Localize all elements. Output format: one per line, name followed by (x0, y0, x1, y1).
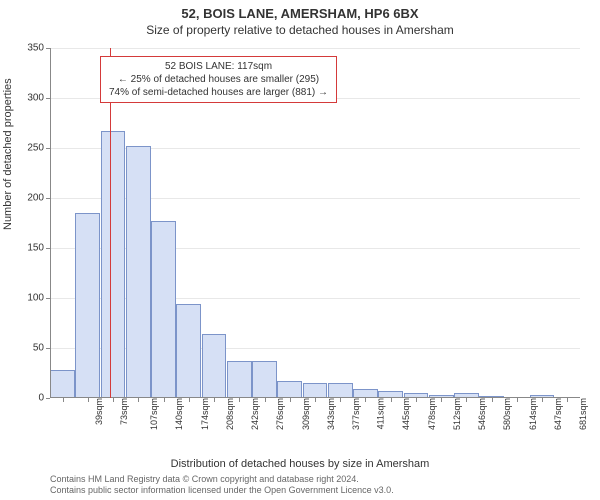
x-tick-mark (517, 398, 518, 402)
x-tick-label: 445sqm (402, 398, 412, 430)
annotation-box: 52 BOIS LANE: 117sqm← 25% of detached ho… (100, 56, 337, 103)
histogram-bar (151, 221, 176, 398)
x-tick-label: 242sqm (250, 398, 260, 430)
histogram-bar (50, 370, 75, 398)
y-axis-line (50, 48, 51, 398)
x-tick-mark (63, 398, 64, 402)
x-tick-mark (189, 398, 190, 402)
histogram-bar (75, 213, 100, 398)
x-tick-label: 107sqm (149, 398, 159, 430)
x-tick-label: 343sqm (326, 398, 336, 430)
x-tick-label: 174sqm (200, 398, 210, 430)
footer-line: Contains HM Land Registry data © Crown c… (50, 474, 590, 485)
footer-line: Contains public sector information licen… (50, 485, 590, 496)
histogram-bar (101, 131, 126, 398)
y-tick-mark (46, 398, 50, 399)
x-tick-label: 73sqm (119, 398, 129, 425)
x-tick-label: 208sqm (225, 398, 235, 430)
x-axis-line (50, 397, 580, 398)
x-tick-label: 276sqm (275, 398, 285, 430)
x-tick-mark (567, 398, 568, 402)
histogram-bar (252, 361, 277, 398)
grid-line (50, 48, 580, 49)
y-tick-label: 0 (38, 393, 44, 404)
x-tick-label: 546sqm (477, 398, 487, 430)
x-tick-mark (290, 398, 291, 402)
x-tick-label: 614sqm (528, 398, 538, 430)
x-tick-label: 681sqm (578, 398, 588, 430)
x-tick-label: 411sqm (376, 398, 386, 429)
y-tick-label: 350 (27, 43, 44, 54)
page-title: 52, BOIS LANE, AMERSHAM, HP6 6BX (0, 0, 600, 21)
x-tick-mark (441, 398, 442, 402)
chart-plot: 05010015020025030035039sqm73sqm107sqm140… (50, 48, 580, 398)
annotation-line: ← 25% of detached houses are smaller (29… (109, 73, 328, 86)
x-tick-mark (466, 398, 467, 402)
x-tick-mark (138, 398, 139, 402)
histogram-bar (202, 334, 227, 398)
y-tick-label: 150 (27, 243, 44, 254)
x-tick-mark (416, 398, 417, 402)
x-tick-label: 140sqm (174, 398, 184, 430)
x-tick-mark (113, 398, 114, 402)
footer-attribution: Contains HM Land Registry data © Crown c… (50, 474, 590, 496)
y-tick-label: 300 (27, 93, 44, 104)
y-tick-label: 100 (27, 293, 44, 304)
x-tick-mark (214, 398, 215, 402)
histogram-bar (126, 146, 151, 398)
x-tick-mark (315, 398, 316, 402)
x-tick-mark (542, 398, 543, 402)
x-tick-mark (239, 398, 240, 402)
x-tick-label: 377sqm (351, 398, 361, 430)
x-tick-mark (265, 398, 266, 402)
x-tick-mark (365, 398, 366, 402)
histogram-bar (303, 383, 328, 398)
x-tick-mark (340, 398, 341, 402)
histogram-bar (227, 361, 252, 398)
annotation-line: 74% of semi-detached houses are larger (… (109, 86, 328, 99)
x-tick-mark (492, 398, 493, 402)
histogram-bar (328, 383, 353, 398)
x-tick-label: 478sqm (427, 398, 437, 430)
x-tick-label: 309sqm (301, 398, 311, 430)
x-tick-label: 647sqm (553, 398, 563, 430)
y-tick-label: 250 (27, 143, 44, 154)
y-tick-label: 50 (33, 343, 44, 354)
y-axis-label: Number of detached properties (2, 78, 14, 230)
page-subtitle: Size of property relative to detached ho… (0, 21, 600, 37)
x-tick-label: 512sqm (452, 398, 462, 430)
x-tick-mark (88, 398, 89, 402)
x-tick-label: 580sqm (502, 398, 512, 430)
histogram-bar (176, 304, 201, 398)
annotation-line: 52 BOIS LANE: 117sqm (109, 60, 328, 73)
x-tick-label: 39sqm (94, 398, 104, 425)
x-tick-mark (164, 398, 165, 402)
x-tick-mark (391, 398, 392, 402)
x-axis-label: Distribution of detached houses by size … (0, 458, 600, 470)
y-tick-label: 200 (27, 193, 44, 204)
histogram-bar (277, 381, 302, 398)
